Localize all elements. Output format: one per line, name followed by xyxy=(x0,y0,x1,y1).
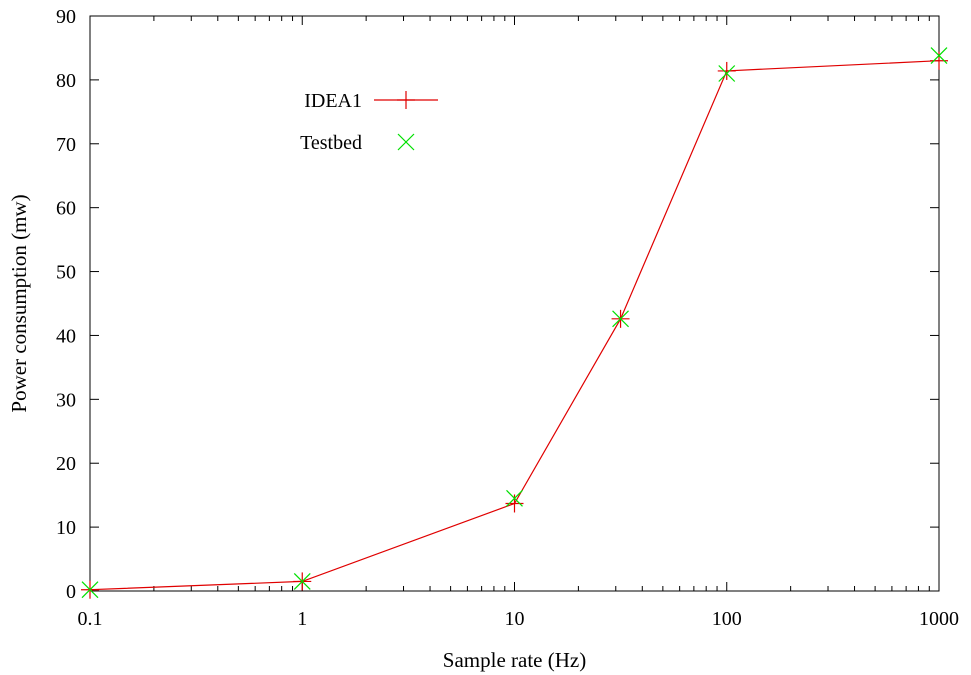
data-point-plus xyxy=(505,494,524,513)
x-tick-label: 1000 xyxy=(919,608,959,630)
data-point-plus xyxy=(717,61,736,80)
data-point-cross xyxy=(718,65,736,82)
y-axis-title: Power consumption (mw) xyxy=(7,194,31,412)
legend-label: Testbed xyxy=(300,132,362,154)
data-point-cross xyxy=(81,581,99,599)
y-tick-label: 30 xyxy=(56,389,76,411)
legend-label: IDEA1 xyxy=(304,90,362,112)
y-tick-label: 40 xyxy=(56,325,76,347)
y-tick-label: 0 xyxy=(66,581,76,603)
x-tick-label: 10 xyxy=(505,608,525,630)
series-idea1 xyxy=(81,51,948,599)
y-tick-label: 90 xyxy=(56,6,76,28)
legend: IDEA1 Testbed xyxy=(300,90,438,154)
y-tick-label: 20 xyxy=(56,453,76,475)
y-tick-label: 70 xyxy=(56,134,76,156)
x-tick-label: 1 xyxy=(297,608,307,630)
series-testbed xyxy=(81,47,948,599)
data-point-cross xyxy=(293,572,311,590)
data-point-plus xyxy=(397,91,415,109)
data-point-cross xyxy=(506,489,523,507)
y-tick-label: 60 xyxy=(56,198,76,220)
series-line xyxy=(89,60,940,591)
data-point-cross xyxy=(930,47,948,65)
data-point-cross xyxy=(397,133,415,151)
y-tick-label: 50 xyxy=(56,262,76,284)
x-tick-label: 100 xyxy=(712,608,742,630)
x-tick-label: 0.1 xyxy=(78,608,103,630)
x-axis-title: Sample rate (Hz) xyxy=(443,648,586,672)
axis-ticks xyxy=(89,15,940,592)
series-layer xyxy=(81,47,948,599)
data-point-plus xyxy=(930,51,948,70)
axis-tick-labels: 0 10 20 30 40 50 60 70 80 90 0.1 1 10 100 1000 xyxy=(56,6,959,630)
y-tick-label: 10 xyxy=(56,517,76,539)
y-tick-label: 80 xyxy=(56,70,76,92)
data-point-cross xyxy=(612,310,629,328)
